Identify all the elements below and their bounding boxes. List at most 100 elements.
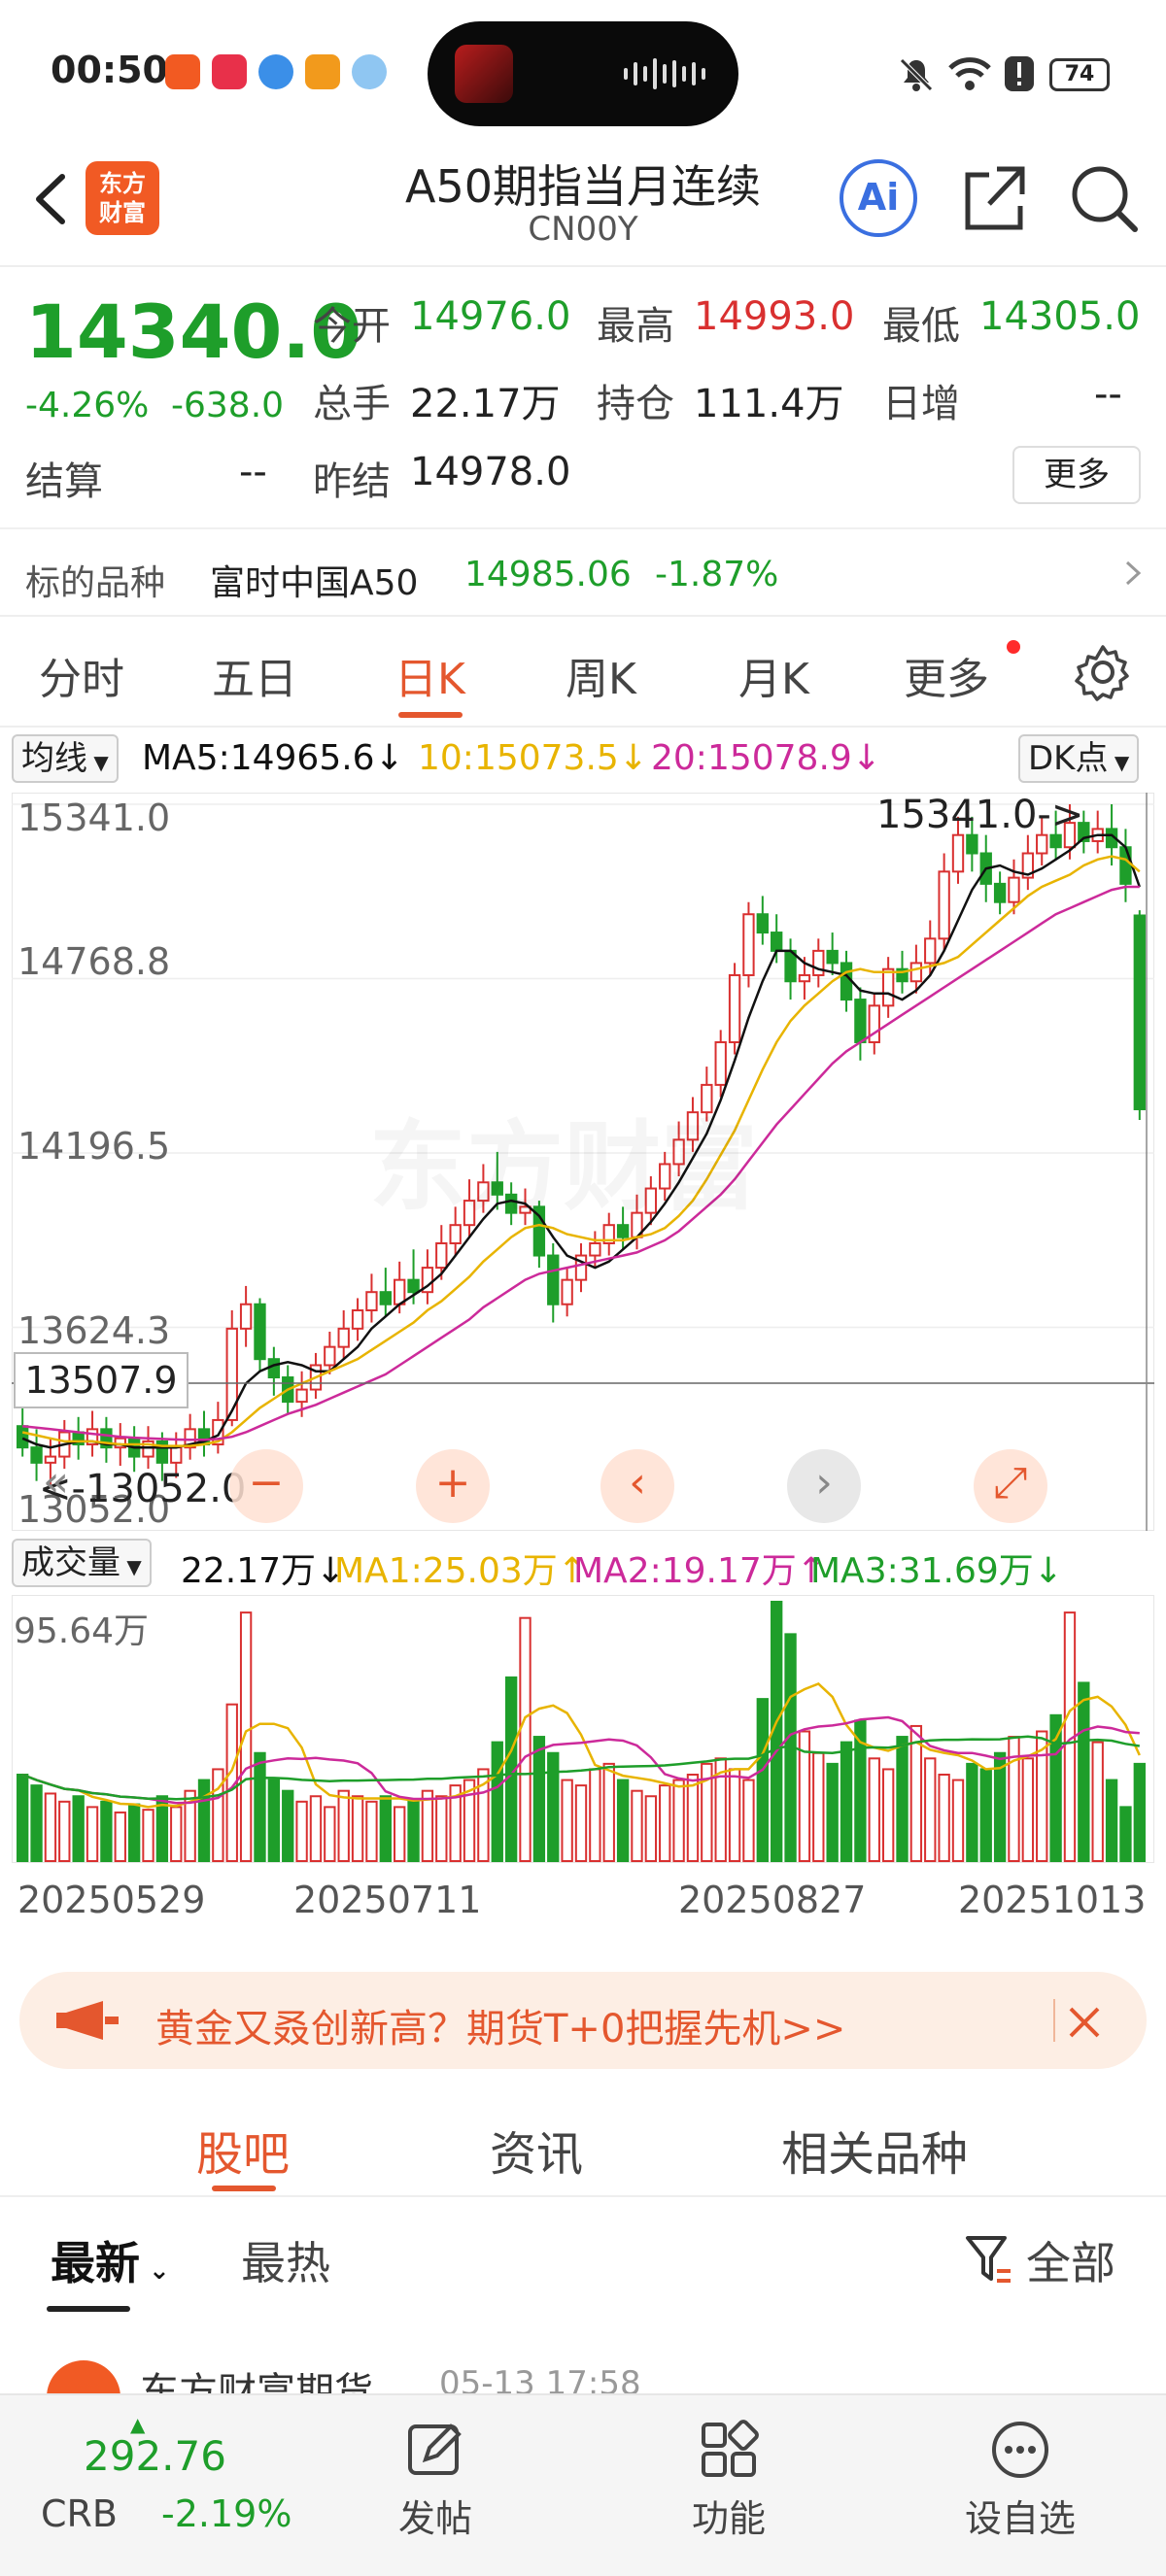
candle (672, 1138, 685, 1166)
candle (212, 1418, 224, 1446)
browser-icon (258, 54, 293, 89)
date-label: 20251013 (958, 1879, 1147, 1921)
period-high-marker: 15341.0-> (876, 793, 1084, 837)
tab-guba[interactable]: 股吧 (196, 2127, 291, 2182)
post-button[interactable]: 发帖 (358, 2419, 513, 2542)
close-icon[interactable] (1055, 1993, 1110, 2048)
candle (365, 1291, 378, 1312)
candle (435, 1242, 448, 1270)
edit-icon (408, 2423, 462, 2475)
volume-bar (309, 1795, 323, 1862)
dk-points-label: DK点 (1028, 739, 1109, 778)
volume-bar (826, 1762, 839, 1862)
high-value: 14993.0 (694, 294, 855, 339)
promo-banner[interactable]: 黄金又叒创新高？期货T+0把握先机>> (19, 1972, 1147, 2069)
volume-selector-label: 成交量 (21, 1543, 120, 1582)
volume-ma2-line (21, 1715, 1140, 1805)
candle (1036, 833, 1048, 855)
volume-bar (86, 1806, 99, 1862)
tab-news[interactable]: 资讯 (490, 2127, 584, 2182)
ma20-line (22, 885, 1140, 1441)
volume-bar (951, 1779, 965, 1862)
filter-icon[interactable] (964, 2232, 1012, 2287)
candle (519, 1205, 532, 1214)
rewind-icon[interactable]: « (43, 1457, 69, 1507)
volume-chart[interactable] (12, 1595, 1154, 1863)
underlying-change: -1.87% (655, 555, 779, 594)
volume-value: 22.17万 (410, 382, 561, 426)
daily-increase-value: -- (1094, 372, 1122, 417)
candle (1021, 852, 1035, 879)
zoom-in-button[interactable]: + (416, 1449, 490, 1523)
tab-five-day[interactable]: 五日 (212, 655, 297, 704)
volume-bar (616, 1779, 630, 1862)
fullscreen-icon[interactable]: ⤢ (974, 1449, 1047, 1523)
dynamic-island[interactable] (428, 21, 738, 126)
volume-current: 22.17万↓ (181, 1551, 346, 1591)
ai-assistant-button[interactable]: Ai (840, 159, 917, 237)
tab-more[interactable]: 更多 (904, 655, 989, 704)
crb-ticker[interactable]: ▲ 292.76 CRB -2.19% (17, 2413, 299, 2553)
ma5-value: MA5:14965.6↓ (142, 738, 404, 778)
tab-related[interactable]: 相关品种 (781, 2127, 969, 2182)
zoom-out-button[interactable]: − (229, 1449, 303, 1523)
back-arrow-icon[interactable] (23, 165, 82, 233)
candle (267, 1358, 281, 1379)
candle (30, 1446, 43, 1464)
eastmoney-logo: 东方 财富 (86, 161, 159, 235)
tab-intraday[interactable]: 分时 (39, 655, 124, 704)
sort-hot[interactable]: 最热 (241, 2237, 330, 2289)
volume-bar (239, 1611, 253, 1863)
crb-value: 292.76 (84, 2432, 226, 2480)
volume-bar (324, 1806, 336, 1862)
battery-indicator: 74 (1049, 58, 1110, 91)
search-icon[interactable] (1067, 161, 1141, 235)
gear-icon[interactable] (1073, 642, 1133, 702)
tab-weekly-k[interactable]: 周K (566, 655, 636, 704)
volume-bar (644, 1795, 658, 1862)
sort-latest[interactable]: 最新 ⌄ (51, 2237, 170, 2289)
volume-bar (155, 1795, 169, 1862)
candlestick-chart[interactable] (12, 793, 1154, 1531)
candle (1119, 846, 1132, 885)
bottom-bar: ▲ 292.76 CRB -2.19% 发帖 功能 设自选 (0, 2393, 1166, 2576)
ma20-value: 20:15078.9↓ (651, 738, 881, 778)
promo-text: 黄金又叒创新高？期货T+0把握先机>> (155, 2007, 846, 2051)
add-watchlist-button[interactable]: 设自选 (943, 2419, 1098, 2542)
volume-selector[interactable]: 成交量 ▼ (12, 1539, 152, 1587)
quote-panel: 14340.0 -4.26% -638.0 今开 14976.0 最高 1499… (0, 267, 1166, 617)
candle (379, 1291, 392, 1305)
share-icon[interactable] (960, 161, 1028, 235)
functions-button[interactable]: 功能 (651, 2419, 806, 2542)
volume-bar (519, 1616, 532, 1862)
filter-all[interactable]: 全部 (1026, 2237, 1115, 2289)
tab-monthly-k[interactable]: 月K (738, 655, 809, 704)
status-bar: 00:50 74 (0, 0, 1166, 146)
volume-bar (197, 1779, 211, 1862)
volume-bar (561, 1779, 573, 1862)
candle (547, 1254, 560, 1305)
volume-bar (979, 1768, 992, 1862)
candle (1078, 822, 1090, 842)
megaphone-icon (56, 2001, 119, 2040)
candle (771, 932, 783, 952)
underlying-row[interactable]: 标的品种 富时中国A50 14985.06 -1.87% (0, 527, 1166, 617)
volume-bar (17, 1773, 29, 1863)
wifi-icon (948, 57, 991, 90)
candle (142, 1440, 154, 1458)
candle (491, 1181, 503, 1196)
dk-points-selector[interactable]: DK点 ▼ (1018, 734, 1140, 783)
candle (449, 1224, 462, 1245)
volume-bar (295, 1800, 308, 1862)
more-quote-button[interactable]: 更多 (1012, 446, 1141, 504)
settle-value: -- (239, 450, 267, 494)
crosshair-value-box: 13507.9 (14, 1352, 189, 1408)
underlying-price: 14985.06 (464, 555, 632, 594)
volume-bar (44, 1792, 57, 1863)
indicator-selector[interactable]: 均线 ▼ (12, 734, 119, 783)
tab-daily-k[interactable]: 日K (394, 655, 465, 704)
scroll-right-button[interactable]: › (787, 1449, 861, 1523)
scroll-left-button[interactable]: ‹ (600, 1449, 674, 1523)
candle (421, 1267, 434, 1294)
xiaohongshu-icon (212, 54, 247, 89)
